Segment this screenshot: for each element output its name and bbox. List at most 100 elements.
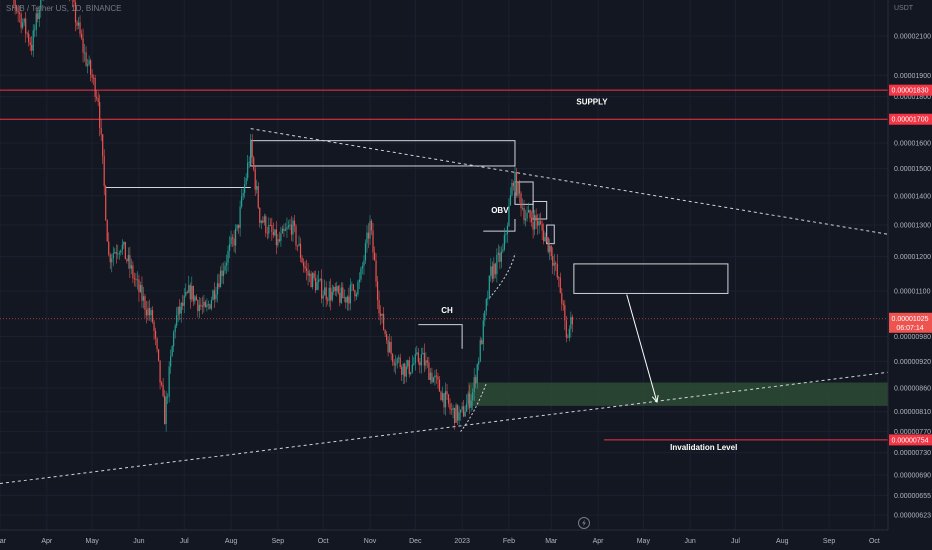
chart-annotation[interactable]: SUPPLY bbox=[576, 97, 608, 106]
candle-body bbox=[167, 396, 169, 398]
candle-body bbox=[446, 391, 448, 395]
candle-body bbox=[322, 295, 324, 299]
chart-annotation[interactable]: Invalidation Level bbox=[670, 443, 737, 452]
candle-body bbox=[257, 186, 259, 208]
x-tick-label: Jun bbox=[133, 538, 144, 545]
candle-body bbox=[129, 255, 131, 269]
x-tick-label: Jun bbox=[685, 538, 696, 545]
candle-body bbox=[367, 232, 370, 239]
candle-body bbox=[231, 237, 234, 239]
candle-body bbox=[558, 277, 560, 279]
candle-body bbox=[234, 228, 237, 246]
candle-body bbox=[305, 268, 308, 271]
candle-body bbox=[108, 241, 110, 255]
candle-body bbox=[225, 262, 228, 266]
candle-body bbox=[443, 393, 445, 408]
candle-body bbox=[550, 245, 552, 256]
candle-body bbox=[366, 232, 368, 244]
y-tick-label: 0.00001200 bbox=[894, 254, 931, 261]
candle-body bbox=[80, 33, 83, 39]
symbol-title[interactable]: SHIB / Tether US, 1D, BINANCE bbox=[6, 4, 122, 13]
x-tick-label: Sep bbox=[272, 538, 285, 545]
candle-body bbox=[145, 309, 148, 316]
candle-body bbox=[111, 258, 113, 263]
drawings bbox=[0, 128, 889, 485]
demand-zone[interactable] bbox=[468, 382, 888, 406]
dotted-curve[interactable] bbox=[460, 383, 487, 432]
annotations: SUPPLY OBV CH Invalidation Level bbox=[441, 97, 737, 452]
candle-body bbox=[204, 301, 206, 308]
order-block-box[interactable] bbox=[532, 200, 548, 220]
price-axis[interactable]: 0.00002100 0.00001900 0.00001800 0.00001600… bbox=[894, 33, 931, 519]
candle-body bbox=[382, 313, 385, 330]
candle-body bbox=[118, 252, 120, 254]
candle-body bbox=[26, 33, 28, 35]
candles bbox=[13, 0, 573, 432]
candle-body bbox=[546, 237, 548, 238]
candle-body bbox=[142, 296, 145, 301]
candle-body bbox=[381, 313, 383, 316]
price-level-label: 0.00000754 bbox=[892, 437, 929, 444]
candle-body bbox=[126, 259, 128, 262]
time-axis[interactable]: Mar Apr May Jun Jul Aug Sep Oct Nov Dec 2023 Feb Mar… bbox=[0, 538, 880, 545]
candle-body bbox=[174, 325, 176, 333]
candle-body bbox=[343, 297, 345, 299]
candle-body bbox=[177, 306, 179, 316]
candle-body bbox=[508, 205, 510, 227]
candle-body bbox=[487, 298, 489, 300]
order-block-box[interactable] bbox=[546, 224, 555, 245]
candle-body bbox=[289, 224, 291, 226]
candle-body bbox=[386, 334, 388, 341]
candle-body bbox=[553, 262, 555, 266]
structure-line[interactable] bbox=[483, 219, 516, 232]
candle-body bbox=[423, 352, 425, 366]
projection-box[interactable] bbox=[573, 263, 729, 294]
candle-body bbox=[206, 304, 208, 308]
candle-body bbox=[153, 322, 155, 331]
candle-body bbox=[233, 238, 235, 246]
candle-body bbox=[144, 296, 146, 310]
candle-body bbox=[325, 287, 327, 300]
candle-body bbox=[452, 408, 454, 410]
candle-body bbox=[505, 233, 507, 235]
x-tick-label: Nov bbox=[364, 538, 377, 545]
candle-body bbox=[411, 364, 413, 373]
candle-body bbox=[239, 206, 241, 228]
candle-body bbox=[268, 224, 270, 234]
candle-body bbox=[37, 13, 39, 20]
trendline[interactable] bbox=[0, 371, 889, 485]
candle-body bbox=[112, 253, 114, 259]
candle-body bbox=[164, 395, 166, 425]
candle-body bbox=[404, 363, 406, 377]
price-level-badge bbox=[889, 113, 932, 125]
candle-body bbox=[355, 294, 358, 297]
lightning-bolt-icon[interactable] bbox=[578, 517, 590, 529]
candle-body bbox=[192, 285, 194, 302]
candle-body bbox=[530, 217, 533, 222]
dotted-curve[interactable] bbox=[488, 253, 516, 299]
candle-body bbox=[25, 18, 27, 34]
candle-body bbox=[150, 310, 152, 316]
candle-body bbox=[440, 391, 442, 401]
projection-arrow[interactable] bbox=[626, 294, 658, 403]
candle-body bbox=[432, 377, 435, 383]
candle-body bbox=[401, 367, 403, 375]
candle-body bbox=[304, 266, 306, 269]
candle-body bbox=[180, 302, 182, 314]
candle-body bbox=[449, 403, 451, 410]
candle-body bbox=[79, 22, 81, 34]
chart-annotation[interactable]: CH bbox=[441, 306, 453, 315]
candle-body bbox=[537, 220, 539, 226]
candle-body bbox=[393, 361, 395, 366]
y-tick-label: 0.00001300 bbox=[894, 223, 931, 230]
candle-body bbox=[402, 363, 404, 375]
candle-body bbox=[321, 278, 323, 299]
chart-annotation[interactable]: OBV bbox=[491, 206, 509, 215]
candle-body bbox=[336, 286, 338, 292]
candle-body bbox=[526, 212, 528, 219]
x-tick-label: Apr bbox=[41, 538, 53, 545]
candle-body bbox=[524, 218, 527, 221]
candle-body bbox=[395, 364, 397, 366]
structure-line[interactable] bbox=[418, 324, 463, 349]
